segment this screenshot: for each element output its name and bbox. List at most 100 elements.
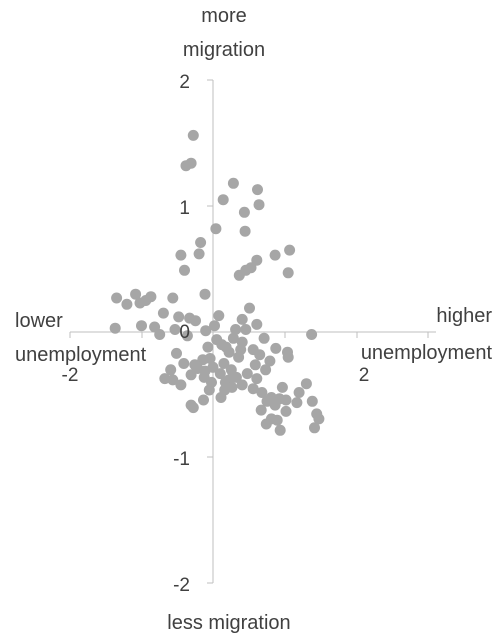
data-point-21	[199, 288, 211, 300]
data-point-114	[198, 394, 209, 406]
data-point-96	[271, 414, 283, 426]
x-axis-right-label-line1: higher	[436, 305, 492, 327]
data-point-37	[136, 320, 147, 332]
data-point-59	[306, 329, 318, 340]
data-point-65	[185, 369, 197, 381]
data-point-43	[209, 320, 220, 332]
data-point-92	[309, 422, 320, 434]
y-tick-label-0: 0	[179, 322, 190, 343]
data-point-36	[109, 322, 121, 334]
data-point-117	[219, 384, 231, 396]
data-point-97	[274, 424, 286, 436]
data-point-11	[193, 248, 205, 260]
y-axis-top-label-line1: more	[201, 5, 247, 27]
data-point-77	[236, 379, 248, 391]
data-point-56	[258, 332, 270, 344]
data-point-76	[230, 371, 242, 383]
data-point-13	[179, 264, 190, 276]
y-axis-ticks	[207, 79, 213, 584]
data-point-67	[165, 364, 177, 376]
data-point-78	[241, 368, 253, 380]
data-point-45	[213, 310, 225, 322]
x-axis-ticks	[69, 332, 429, 338]
data-point-104	[218, 358, 230, 369]
data-point-58	[270, 342, 282, 354]
data-point-6	[253, 199, 265, 211]
data-point-20	[245, 262, 257, 274]
data-point-57	[264, 355, 276, 367]
data-point-41	[181, 330, 193, 342]
data-point-72	[214, 368, 226, 380]
y-tick-label-minus-1: -1	[173, 449, 190, 470]
data-point-8	[239, 225, 251, 237]
data-point-9	[210, 223, 222, 235]
data-point-48	[223, 346, 235, 358]
data-point-3	[227, 177, 239, 189]
data-point-39	[154, 329, 166, 340]
data-point-107	[293, 387, 305, 398]
data-point-23	[121, 298, 133, 310]
data-point-27	[145, 291, 157, 303]
data-point-17	[282, 267, 294, 279]
data-point-55	[254, 349, 266, 361]
data-point-2	[180, 160, 192, 172]
data-point-7	[238, 206, 250, 218]
data-point-106	[198, 371, 210, 383]
data-point-111	[189, 359, 201, 371]
x-tick-label-minus-2: -2	[62, 365, 79, 386]
data-point-26	[167, 292, 179, 304]
y-axis-bottom-label: less migration	[167, 612, 290, 634]
data-point-113	[187, 402, 199, 414]
data-point-88	[300, 378, 312, 390]
data-point-14	[251, 254, 263, 266]
data-point-22	[111, 292, 123, 304]
data-point-4	[217, 194, 229, 206]
data-point-0	[187, 129, 199, 141]
data-point-30	[173, 311, 185, 323]
x-axis-right-label-line2: unemployment	[361, 342, 493, 364]
data-point-42	[200, 325, 212, 337]
data-point-10	[195, 237, 207, 248]
data-point-24	[130, 288, 142, 300]
y-tick-label-2: 2	[179, 72, 190, 93]
data-point-86	[280, 394, 292, 406]
data-point-87	[291, 397, 303, 409]
data-point-101	[167, 374, 179, 386]
data-point-103	[204, 353, 216, 364]
data-point-5	[252, 184, 263, 196]
data-point-12	[175, 249, 187, 261]
data-point-89	[306, 395, 318, 407]
y-tick-label-1: 1	[179, 198, 190, 219]
data-point-100	[171, 347, 182, 359]
x-axis-left-label-line2: unemployment	[15, 344, 147, 366]
data-point-80	[251, 373, 263, 385]
data-point-108	[249, 359, 261, 371]
data-point-81	[256, 387, 268, 398]
data-point-32	[190, 315, 201, 327]
data-point-33	[244, 302, 255, 314]
data-point-50	[230, 324, 242, 335]
data-point-66	[178, 358, 190, 369]
scatter-points	[109, 129, 325, 436]
y-axis-top-label-line2: migration	[183, 39, 265, 61]
data-point-53	[240, 324, 252, 335]
data-point-109	[260, 364, 272, 376]
data-point-61	[282, 351, 294, 363]
data-point-40	[169, 324, 181, 335]
data-point-115	[203, 384, 215, 396]
data-point-93	[255, 404, 267, 416]
data-point-85	[276, 381, 288, 393]
data-point-79	[247, 383, 259, 395]
data-point-110	[235, 344, 247, 356]
data-point-98	[280, 405, 292, 417]
y-tick-label-minus-2: -2	[173, 575, 190, 596]
x-axis-left-label-line1: lower	[15, 310, 63, 332]
data-point-15	[269, 249, 281, 261]
data-point-49	[227, 332, 239, 344]
data-point-28	[134, 297, 146, 309]
data-point-16	[284, 244, 296, 256]
data-point-35	[251, 318, 263, 330]
data-point-34	[236, 313, 248, 325]
data-point-62	[202, 341, 214, 353]
